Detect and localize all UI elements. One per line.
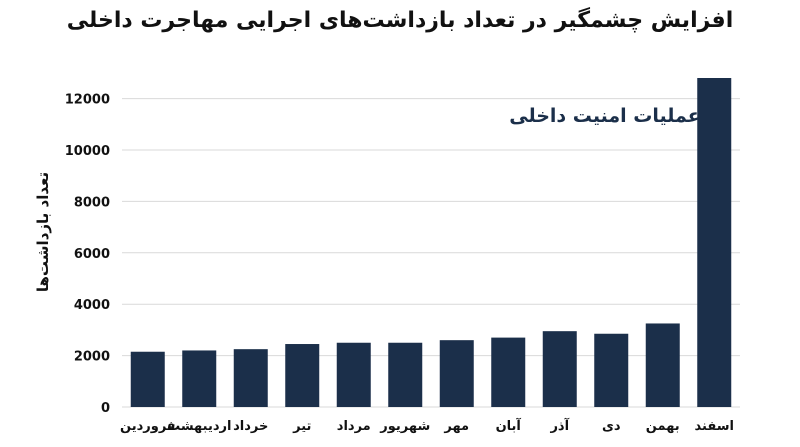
bar-7	[439, 340, 474, 407]
y-axis-label: تعداد بازداشت‌ها	[34, 172, 52, 292]
bar-1	[130, 351, 165, 407]
x-tick-label: مرداد	[337, 419, 371, 434]
bar-9	[542, 331, 577, 407]
x-tick-label: خرداد	[233, 419, 268, 434]
y-tick-label: 2000	[74, 350, 110, 365]
bar-12	[697, 78, 732, 407]
y-tick-label: 8000	[74, 195, 110, 210]
grid-lines	[122, 98, 740, 408]
x-tick-label: بهمن	[646, 419, 680, 434]
bar-8	[491, 337, 526, 407]
x-tick-label: شهریور	[379, 419, 430, 434]
x-tick-label: اردیبهشت	[167, 419, 231, 434]
y-tick-label: 6000	[74, 247, 110, 262]
y-axis-ticks: 0 2000 4000 6000 8000 10000 12000	[65, 93, 110, 416]
bar-11	[645, 323, 680, 407]
bar-10	[594, 333, 629, 407]
y-tick-label: 12000	[65, 93, 110, 108]
bar-6	[388, 342, 423, 407]
y-tick-label: 0	[101, 401, 110, 416]
chart-title: افزایش چشمگیر در تعداد بازداشت‌های اجرای…	[66, 8, 734, 33]
x-tick-label: آذر	[549, 417, 569, 434]
x-tick-label: آبان	[496, 417, 522, 434]
bars	[130, 78, 732, 407]
x-tick-label: تیر	[292, 419, 311, 434]
annotation-label: عملیات امنیت داخلی	[509, 105, 701, 127]
x-tick-label: فروردین	[120, 419, 175, 434]
x-tick-label: مهر	[443, 419, 469, 434]
bar-4	[285, 344, 320, 407]
bar-3	[233, 349, 268, 407]
x-tick-label: اسفند	[695, 419, 734, 434]
bar-5	[336, 342, 371, 407]
y-tick-label: 4000	[74, 298, 110, 313]
x-tick-label: دی	[602, 419, 621, 434]
y-tick-label: 10000	[65, 144, 110, 159]
bar-2	[182, 350, 217, 407]
